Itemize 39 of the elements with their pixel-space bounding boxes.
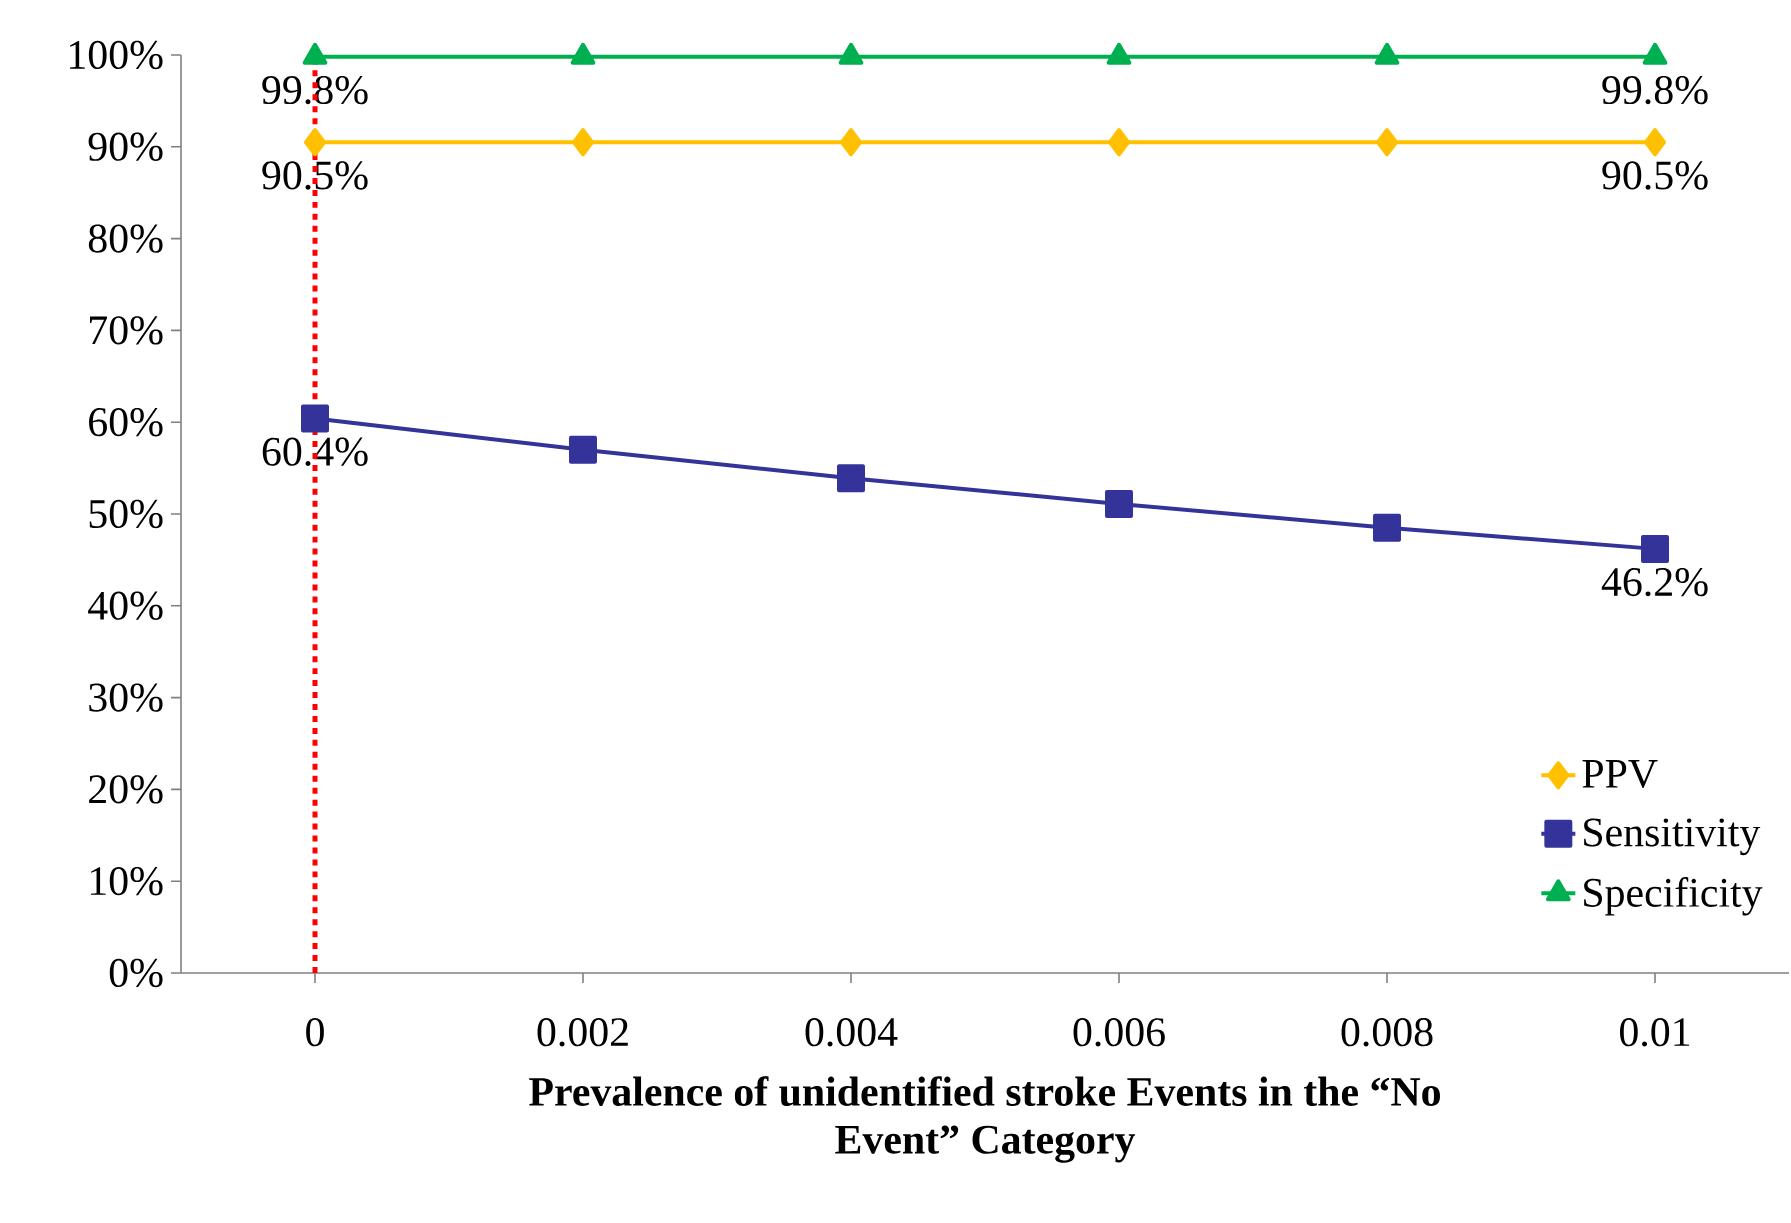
data-label: 60.4% <box>262 437 368 466</box>
point <box>1373 513 1402 542</box>
y-tick-label: 10% <box>90 867 163 896</box>
legend-label: Specificity <box>1584 877 1763 916</box>
y-tick-label: 90% <box>88 132 163 161</box>
point <box>570 42 596 65</box>
y-tick-label: 80% <box>88 224 163 253</box>
point <box>1374 42 1400 65</box>
point <box>1642 42 1668 65</box>
point <box>838 42 864 65</box>
legend-label: Sensitivity <box>1584 818 1761 856</box>
x-tick-label: 0.008 <box>1341 1018 1433 1047</box>
y-tick-label: 20% <box>89 775 163 804</box>
data-label: 90.5% <box>262 161 368 190</box>
data-label: 46.2% <box>1601 567 1708 597</box>
x-tick-label: 0 <box>306 1018 324 1047</box>
point <box>837 464 866 493</box>
y-tick-label: 100% <box>70 40 163 70</box>
point <box>302 42 328 65</box>
point <box>1105 489 1134 518</box>
y-tick-label: 30% <box>89 683 163 712</box>
y-tick-label: 0% <box>109 958 163 988</box>
data-label: 99.8% <box>262 75 368 105</box>
point <box>1641 534 1670 563</box>
x-tick-label: 0.004 <box>805 1018 898 1047</box>
x-axis-title: Prevalence of unidentified stroke Events in the “No Event” Category <box>529 1076 1440 1163</box>
y-tick-label: 60% <box>89 408 163 437</box>
x-tick-label: 0.006 <box>1073 1018 1165 1047</box>
data-label: 90.5% <box>1602 161 1708 190</box>
legend-label: PPV <box>1582 760 1658 789</box>
point <box>301 404 329 433</box>
point <box>569 435 598 464</box>
x-tick-label: 0.002 <box>537 1018 628 1047</box>
y-tick-label: 70% <box>90 316 163 345</box>
y-tick-label: 50% <box>89 499 163 529</box>
point <box>1106 42 1132 65</box>
y-tick-label: 40% <box>88 591 163 620</box>
x-tick-label: 0.01 <box>1620 1018 1690 1047</box>
data-label: 99.8% <box>1602 75 1708 105</box>
